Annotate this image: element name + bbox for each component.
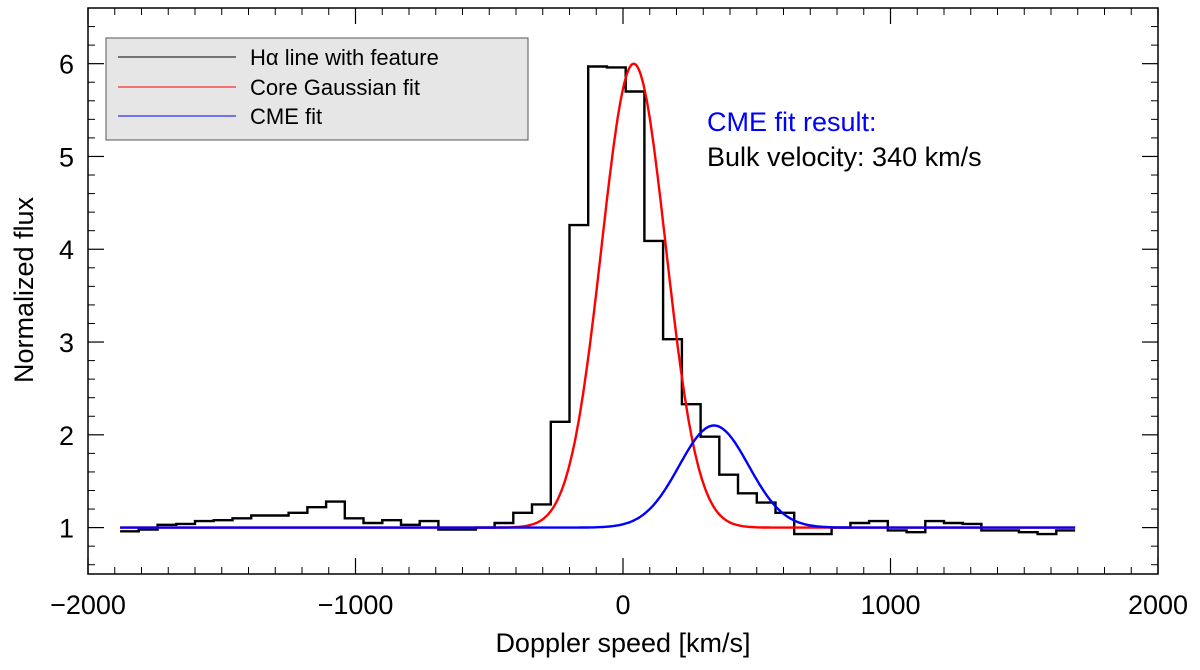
y-tick-label: 2 — [59, 421, 74, 451]
legend-label-halpha: Hα line with feature — [250, 45, 439, 70]
legend-box — [105, 37, 529, 141]
legend-label-cme: CME fit — [250, 104, 322, 129]
ticks: −2000 −1000 0 1000 2000 1 2 3 4 5 6 — [50, 8, 1188, 620]
x-tick-label: 0 — [615, 590, 630, 620]
y-axis-title: Normalized flux — [9, 196, 39, 383]
series-steps-halpha — [120, 65, 1076, 536]
annotation-title: CME fit result: — [707, 107, 877, 137]
y-tick-label: 6 — [59, 50, 74, 80]
x-tick-label: −1000 — [318, 590, 394, 620]
legend-label-core: Core Gaussian fit — [250, 75, 420, 100]
y-tick-label: 1 — [59, 514, 74, 544]
annotation-text: Bulk velocity: 340 km/s — [707, 142, 982, 172]
x-tick-label: −2000 — [50, 590, 126, 620]
x-axis-title: Doppler speed [km/s] — [495, 628, 750, 658]
x-tick-label: 2000 — [1128, 590, 1188, 620]
series-line-cme-fit — [120, 424, 1076, 529]
x-tick-label: 1000 — [860, 590, 920, 620]
legend: Hα line with feature Core Gaussian fit C… — [105, 37, 529, 141]
y-tick-label: 4 — [59, 235, 74, 265]
y-tick-label: 5 — [59, 142, 74, 172]
data-layer — [120, 62, 1076, 536]
y-tick-label: 3 — [59, 328, 74, 358]
